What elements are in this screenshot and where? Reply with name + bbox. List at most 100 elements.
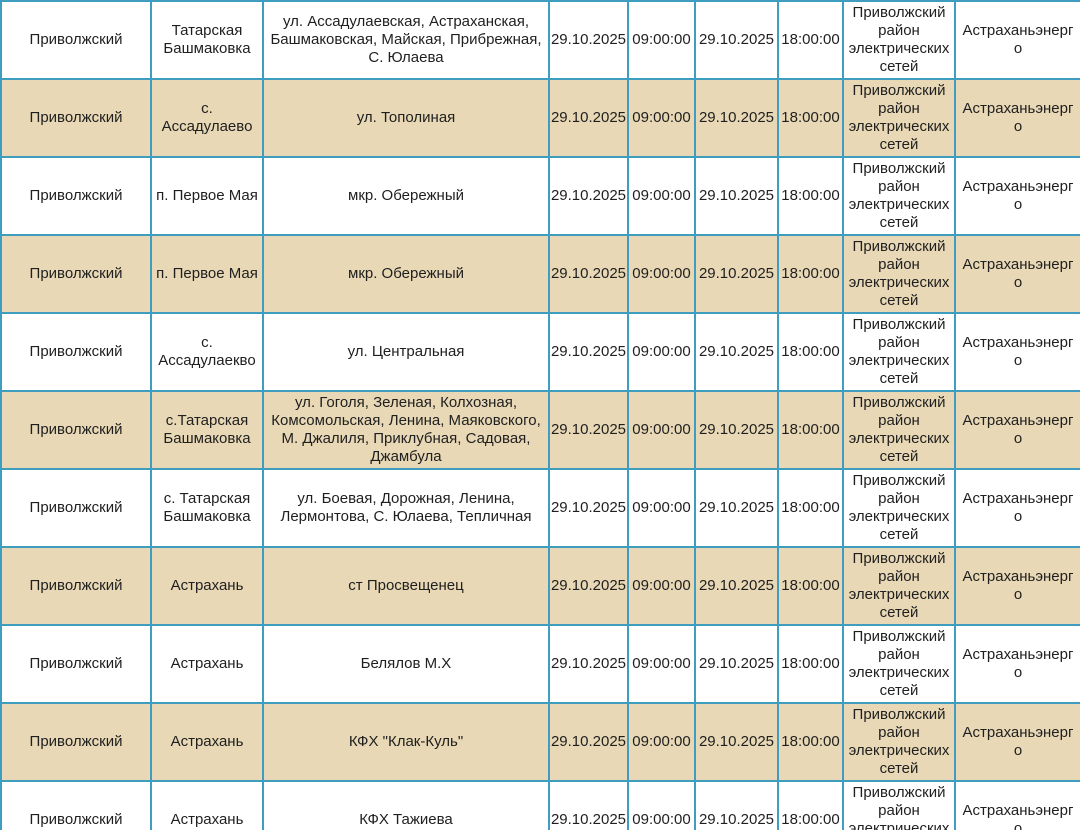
cell-end-date: 29.10.2025 bbox=[694, 468, 779, 548]
cell-start-date: 29.10.2025 bbox=[548, 624, 629, 704]
table-row: Приволжский с. Ассадулаекво ул. Центральна… bbox=[0, 312, 1080, 392]
cell-settlement: п. Первое Мая bbox=[150, 156, 264, 236]
cell-end-time: 18:00:00 bbox=[777, 546, 844, 626]
cell-start-time: 09:00:00 bbox=[627, 156, 696, 236]
cell-end-time: 18:00:00 bbox=[777, 156, 844, 236]
cell-start-date: 29.10.2025 bbox=[548, 546, 629, 626]
cell-company: Астраханьэнерго bbox=[954, 78, 1080, 158]
cell-start-date: 29.10.2025 bbox=[548, 780, 629, 830]
cell-settlement: Астрахань bbox=[150, 546, 264, 626]
cell-start-date: 29.10.2025 bbox=[548, 234, 629, 314]
cell-settlement: с.Татарская Башмаковка bbox=[150, 390, 264, 470]
cell-start-date: 29.10.2025 bbox=[548, 390, 629, 470]
cell-start-date: 29.10.2025 bbox=[548, 156, 629, 236]
cell-streets: КФХ "Клак-Куль" bbox=[262, 702, 550, 782]
cell-district: Приволжский bbox=[0, 780, 152, 830]
cell-settlement: с. Ассадулаево bbox=[150, 78, 264, 158]
cell-district: Приволжский bbox=[0, 156, 152, 236]
cell-end-time: 18:00:00 bbox=[777, 312, 844, 392]
cell-network-org: Приволжский район электрических сетей bbox=[842, 468, 956, 548]
cell-end-time: 18:00:00 bbox=[777, 780, 844, 830]
cell-end-time: 18:00:00 bbox=[777, 702, 844, 782]
table-row: Приволжский п. Первое Мая мкр. Обережный 29… bbox=[0, 156, 1080, 236]
cell-district: Приволжский bbox=[0, 468, 152, 548]
cell-settlement: Татарская Башмаковка bbox=[150, 0, 264, 80]
cell-company: Астраханьэнерго bbox=[954, 312, 1080, 392]
cell-streets: КФХ Тажиева bbox=[262, 780, 550, 830]
cell-end-date: 29.10.2025 bbox=[694, 312, 779, 392]
cell-streets: ул. Гоголя, Зеленая, Колхозная, Комсомол… bbox=[262, 390, 550, 470]
cell-start-date: 29.10.2025 bbox=[548, 312, 629, 392]
cell-end-time: 18:00:00 bbox=[777, 234, 844, 314]
cell-start-time: 09:00:00 bbox=[627, 0, 696, 80]
cell-settlement: п. Первое Мая bbox=[150, 234, 264, 314]
cell-end-date: 29.10.2025 bbox=[694, 780, 779, 830]
cell-end-date: 29.10.2025 bbox=[694, 702, 779, 782]
cell-streets: мкр. Обережный bbox=[262, 234, 550, 314]
table-row: Приволжский с. Татарская Башмаковка ул. Бо… bbox=[0, 468, 1080, 548]
cell-start-time: 09:00:00 bbox=[627, 312, 696, 392]
cell-district: Приволжский bbox=[0, 702, 152, 782]
cell-streets: ул. Боевая, Дорожная, Ленина, Лермонтова… bbox=[262, 468, 550, 548]
cell-end-date: 29.10.2025 bbox=[694, 0, 779, 80]
cell-district: Приволжский bbox=[0, 234, 152, 314]
cell-streets: ул. Центральная bbox=[262, 312, 550, 392]
cell-district: Приволжский bbox=[0, 0, 152, 80]
cell-end-date: 29.10.2025 bbox=[694, 390, 779, 470]
cell-network-org: Приволжский район электрических сетей bbox=[842, 156, 956, 236]
cell-district: Приволжский bbox=[0, 624, 152, 704]
cell-settlement: Астрахань bbox=[150, 702, 264, 782]
cell-start-time: 09:00:00 bbox=[627, 780, 696, 830]
cell-network-org: Приволжский район электрических сетей bbox=[842, 780, 956, 830]
cell-company: Астраханьэнерго bbox=[954, 702, 1080, 782]
cell-network-org: Приволжский район электрических сетей bbox=[842, 390, 956, 470]
table-row: Приволжский п. Первое Мая мкр. Обережный 29… bbox=[0, 234, 1080, 314]
cell-end-time: 18:00:00 bbox=[777, 390, 844, 470]
table-row: Приволжский Татарская Башмаковка ул. Ассад… bbox=[0, 0, 1080, 80]
cell-district: Приволжский bbox=[0, 312, 152, 392]
table-row: Приволжский с.Татарская Башмаковка ул. Гог… bbox=[0, 390, 1080, 470]
cell-network-org: Приволжский район электрических сетей bbox=[842, 702, 956, 782]
cell-start-time: 09:00:00 bbox=[627, 390, 696, 470]
cell-network-org: Приволжский район электрических сетей bbox=[842, 624, 956, 704]
table-row: Приволжский Астрахань КФХ Тажиева 29.10.202… bbox=[0, 780, 1080, 830]
cell-streets: ул. Тополиная bbox=[262, 78, 550, 158]
cell-settlement: с. Татарская Башмаковка bbox=[150, 468, 264, 548]
cell-settlement: Астрахань bbox=[150, 624, 264, 704]
cell-company: Астраханьэнерго bbox=[954, 390, 1080, 470]
cell-district: Приволжский bbox=[0, 78, 152, 158]
cell-company: Астраханьэнерго bbox=[954, 234, 1080, 314]
cell-start-date: 29.10.2025 bbox=[548, 78, 629, 158]
cell-network-org: Приволжский район электрических сетей bbox=[842, 546, 956, 626]
cell-company: Астраханьэнерго bbox=[954, 624, 1080, 704]
cell-start-time: 09:00:00 bbox=[627, 702, 696, 782]
cell-end-time: 18:00:00 bbox=[777, 0, 844, 80]
cell-end-time: 18:00:00 bbox=[777, 78, 844, 158]
cell-company: Астраханьэнерго bbox=[954, 156, 1080, 236]
cell-settlement: с. Ассадулаекво bbox=[150, 312, 264, 392]
cell-end-date: 29.10.2025 bbox=[694, 624, 779, 704]
cell-company: Астраханьэнерго bbox=[954, 780, 1080, 830]
cell-start-date: 29.10.2025 bbox=[548, 0, 629, 80]
cell-start-time: 09:00:00 bbox=[627, 234, 696, 314]
cell-end-time: 18:00:00 bbox=[777, 624, 844, 704]
cell-district: Приволжский bbox=[0, 390, 152, 470]
cell-network-org: Приволжский район электрических сетей bbox=[842, 234, 956, 314]
cell-company: Астраханьэнерго bbox=[954, 0, 1080, 80]
cell-company: Астраханьэнерго bbox=[954, 546, 1080, 626]
cell-settlement: Астрахань bbox=[150, 780, 264, 830]
cell-streets: мкр. Обережный bbox=[262, 156, 550, 236]
table-row: Приволжский Астрахань КФХ "Клак-Куль" 29.10… bbox=[0, 702, 1080, 782]
cell-company: Астраханьэнерго bbox=[954, 468, 1080, 548]
cell-end-date: 29.10.2025 bbox=[694, 234, 779, 314]
cell-network-org: Приволжский район электрических сетей bbox=[842, 0, 956, 80]
cell-start-time: 09:00:00 bbox=[627, 78, 696, 158]
cell-streets: ст Просвещенец bbox=[262, 546, 550, 626]
cell-start-time: 09:00:00 bbox=[627, 624, 696, 704]
table-row: Приволжский Астрахань ст Просвещенец 29.10.… bbox=[0, 546, 1080, 626]
cell-network-org: Приволжский район электрических сетей bbox=[842, 312, 956, 392]
table-row: Приволжский с. Ассадулаево ул. Тополиная 29… bbox=[0, 78, 1080, 158]
